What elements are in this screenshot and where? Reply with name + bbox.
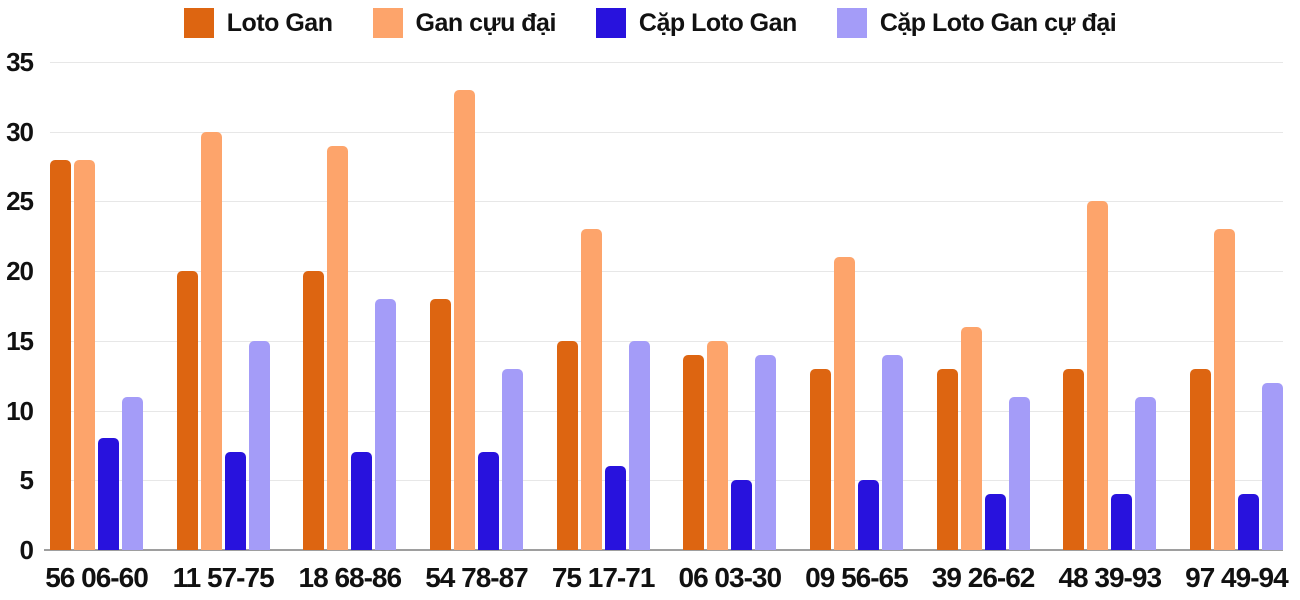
bar[interactable] bbox=[375, 299, 397, 550]
bar[interactable] bbox=[1063, 368, 1085, 550]
bar[interactable] bbox=[200, 131, 222, 550]
x-tick-label: 56 06-60 bbox=[45, 562, 149, 593]
bar[interactable] bbox=[429, 299, 451, 550]
bar[interactable] bbox=[960, 326, 982, 550]
legend-label: Gan cựu đại bbox=[415, 8, 557, 37]
bar[interactable] bbox=[50, 159, 71, 550]
bar[interactable] bbox=[477, 452, 499, 550]
legend-item[interactable]: Loto Gan bbox=[183, 8, 333, 38]
bar[interactable] bbox=[881, 354, 903, 550]
bar[interactable] bbox=[984, 494, 1006, 550]
bar[interactable] bbox=[224, 452, 246, 550]
bar[interactable] bbox=[1087, 201, 1109, 550]
x-tick-label: 48 39-93 bbox=[1058, 562, 1162, 593]
gridline bbox=[50, 201, 1283, 203]
x-tick-label: 97 49-94 bbox=[1185, 562, 1289, 593]
bar-group: 56 06-60 bbox=[45, 62, 149, 593]
legend-item[interactable]: Cặp Loto Gan cự đại bbox=[836, 8, 1117, 38]
bars-row: 56 06-60 11 57-75 18 68-86 54 78-87 75 17-71… bbox=[45, 62, 1289, 593]
bar-group: 11 57-75 bbox=[173, 62, 275, 593]
x-tick-label: 39 26-62 bbox=[931, 562, 1036, 593]
bar[interactable] bbox=[453, 89, 475, 550]
bar-group: 06 03-30 bbox=[679, 62, 782, 593]
bar[interactable] bbox=[556, 340, 578, 550]
bar[interactable] bbox=[580, 229, 602, 550]
bar[interactable] bbox=[707, 340, 729, 550]
legend-label: Cặp Loto Gan cự đại bbox=[879, 8, 1117, 37]
bar-group: 48 39-93 bbox=[1058, 62, 1162, 593]
bar[interactable] bbox=[833, 257, 855, 550]
bar[interactable] bbox=[731, 480, 753, 550]
x-axis-line bbox=[44, 549, 1283, 551]
legend-label: Loto Gan bbox=[226, 8, 333, 37]
bar[interactable] bbox=[604, 466, 626, 550]
x-tick-label: 06 03-30 bbox=[678, 562, 783, 593]
bar[interactable] bbox=[1111, 494, 1133, 550]
bar[interactable] bbox=[74, 159, 95, 550]
bar[interactable] bbox=[683, 354, 705, 550]
x-tick-label: 54 78-87 bbox=[425, 562, 529, 593]
plot-area: 56 06-60 11 57-75 18 68-86 54 78-87 75 17-71… bbox=[44, 62, 1289, 593]
bar[interactable] bbox=[1237, 494, 1259, 550]
bar[interactable] bbox=[501, 368, 523, 550]
bar[interactable] bbox=[1213, 229, 1235, 550]
bar-group: 97 49-94 bbox=[1185, 62, 1289, 593]
bar[interactable] bbox=[176, 271, 198, 550]
legend-swatch-icon bbox=[836, 8, 867, 38]
bar-group: 09 56-65 bbox=[805, 62, 909, 593]
y-tick-label: 10 bbox=[6, 395, 34, 426]
legend-item[interactable]: Cặp Loto Gan bbox=[595, 8, 797, 38]
legend-swatch-icon bbox=[595, 8, 626, 38]
bar[interactable] bbox=[303, 271, 325, 550]
gridline bbox=[50, 131, 1283, 133]
legend-swatch-icon bbox=[183, 8, 214, 38]
y-tick-label: 25 bbox=[6, 186, 34, 217]
bar-group: 54 78-87 bbox=[425, 62, 529, 593]
legend-label: Cặp Loto Gan bbox=[638, 8, 797, 37]
bar[interactable] bbox=[1189, 368, 1211, 550]
x-tick-label: 11 57-75 bbox=[172, 562, 275, 593]
gridline bbox=[50, 410, 1283, 412]
bar[interactable] bbox=[1261, 382, 1283, 550]
bar[interactable] bbox=[98, 438, 119, 550]
y-tick-label: 30 bbox=[6, 116, 34, 147]
bar[interactable] bbox=[248, 340, 270, 550]
bar[interactable] bbox=[809, 368, 831, 550]
y-tick-label: 5 bbox=[19, 465, 35, 496]
y-tick-label: 0 bbox=[19, 535, 35, 565]
bar[interactable] bbox=[857, 480, 879, 550]
x-tick-label: 18 68-86 bbox=[298, 562, 403, 593]
legend-swatch-icon bbox=[372, 8, 403, 38]
y-tick-label: 20 bbox=[6, 256, 34, 287]
bar[interactable] bbox=[1008, 396, 1030, 550]
y-axis: 0 5 10 15 20 25 30 35 bbox=[0, 47, 35, 565]
bar[interactable] bbox=[628, 340, 650, 550]
bar[interactable] bbox=[1135, 396, 1157, 550]
bar[interactable] bbox=[755, 354, 777, 550]
gridline bbox=[50, 340, 1283, 342]
x-tick-label: 09 56-65 bbox=[805, 562, 909, 593]
y-tick-label: 35 bbox=[6, 47, 34, 77]
bar[interactable] bbox=[351, 452, 373, 550]
bar-group: 75 17-71 bbox=[552, 62, 655, 593]
legend-item[interactable]: Gan cựu đại bbox=[372, 8, 557, 38]
gridline bbox=[50, 480, 1283, 482]
legend: Loto Gan Gan cựu đại Cặp Loto Gan Cặp Loto … bbox=[0, 8, 1300, 38]
gridline bbox=[50, 62, 1283, 63]
bar[interactable] bbox=[327, 145, 349, 550]
x-tick-label: 75 17-71 bbox=[551, 562, 656, 593]
bar[interactable] bbox=[936, 368, 958, 550]
gridline bbox=[50, 271, 1283, 273]
bar-group: 18 68-86 bbox=[299, 62, 402, 593]
bar-group: 39 26-62 bbox=[932, 62, 1035, 593]
y-tick-label: 15 bbox=[6, 325, 34, 356]
bar[interactable] bbox=[122, 396, 143, 550]
